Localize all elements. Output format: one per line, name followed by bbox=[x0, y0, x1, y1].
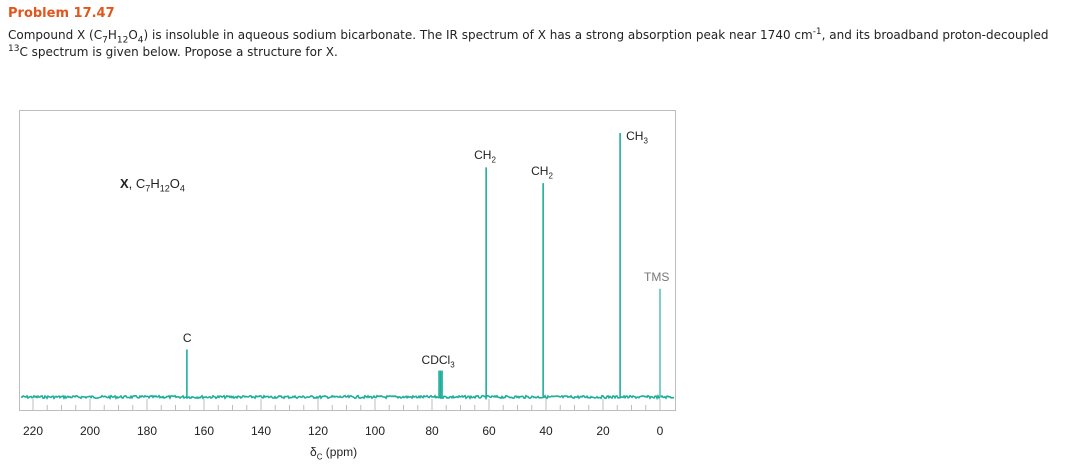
peak-label: CDCl3 bbox=[421, 352, 455, 369]
peak-label: CH3 bbox=[626, 129, 648, 146]
peak-label: CH2 bbox=[474, 148, 496, 165]
problem-statement: Compound X (C7H12O4) is insoluble in aqu… bbox=[8, 27, 1049, 60]
spectrum-frame bbox=[19, 110, 676, 411]
x-tick-label: 80 bbox=[425, 424, 439, 438]
x-tick-label: 200 bbox=[79, 424, 101, 438]
problem-title: Problem 17.47 bbox=[8, 6, 115, 21]
spectrum-peaks bbox=[186, 133, 661, 397]
peak-label: TMS bbox=[644, 269, 670, 284]
x-tick-label: 220 bbox=[22, 424, 44, 438]
x-tick-label: 120 bbox=[307, 424, 329, 438]
x-axis-ticks bbox=[32, 399, 661, 411]
x-tick-label: 20 bbox=[596, 424, 610, 438]
x-tick-label: 180 bbox=[136, 424, 158, 438]
x-axis-label: δC (ppm) bbox=[310, 445, 358, 462]
peak-label: CH2 bbox=[531, 164, 553, 181]
x-tick-label: 100 bbox=[364, 424, 386, 438]
x-tick-label: 0 bbox=[656, 424, 664, 438]
peak-label: C bbox=[182, 331, 192, 346]
x-tick-label: 140 bbox=[250, 424, 272, 438]
x-tick-label: 60 bbox=[482, 424, 496, 438]
x-tick-label: 40 bbox=[539, 424, 553, 438]
x-tick-label: 160 bbox=[193, 424, 215, 438]
compound-annotation: X, C7H12O4 bbox=[120, 176, 185, 194]
spectrum-baseline bbox=[20, 394, 675, 401]
